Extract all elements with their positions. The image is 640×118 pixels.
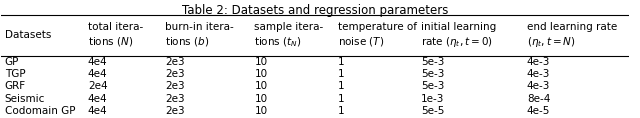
Text: 2e3: 2e3 [164, 81, 184, 91]
Text: 4e4: 4e4 [88, 69, 108, 79]
Text: 4e4: 4e4 [88, 106, 108, 116]
Text: end learning rate
($\eta_t, t=N$): end learning rate ($\eta_t, t=N$) [527, 22, 617, 49]
Text: 5e-5: 5e-5 [421, 106, 444, 116]
Text: Table 2: Datasets and regression parameters: Table 2: Datasets and regression paramet… [182, 4, 449, 17]
Text: 4e-3: 4e-3 [527, 57, 550, 67]
Text: Seismic: Seismic [4, 94, 45, 104]
Text: 4e-3: 4e-3 [527, 69, 550, 79]
Text: 1: 1 [338, 94, 344, 104]
Text: 2e3: 2e3 [164, 69, 184, 79]
Text: 4e-3: 4e-3 [527, 81, 550, 91]
Text: 10: 10 [255, 94, 268, 104]
Text: 2e3: 2e3 [164, 94, 184, 104]
Text: 1: 1 [338, 69, 344, 79]
Text: 5e-3: 5e-3 [421, 57, 444, 67]
Text: 1e-3: 1e-3 [421, 94, 444, 104]
Text: temperature of
noise ($T$): temperature of noise ($T$) [338, 22, 417, 48]
Text: 2e3: 2e3 [164, 57, 184, 67]
Text: 10: 10 [255, 69, 268, 79]
Text: 10: 10 [255, 106, 268, 116]
Text: initial learning
rate ($\eta_t, t=0$): initial learning rate ($\eta_t, t=0$) [421, 22, 497, 49]
Text: 4e4: 4e4 [88, 94, 108, 104]
Text: Datasets: Datasets [4, 30, 51, 40]
Text: sample itera-
tions ($t_N$): sample itera- tions ($t_N$) [255, 22, 324, 49]
Text: 1: 1 [338, 57, 344, 67]
Text: 5e-3: 5e-3 [421, 69, 444, 79]
Text: 10: 10 [255, 81, 268, 91]
Text: 8e-4: 8e-4 [527, 94, 550, 104]
Text: GP: GP [4, 57, 19, 67]
Text: 1: 1 [338, 106, 344, 116]
Text: total itera-
tions ($N$): total itera- tions ($N$) [88, 22, 143, 48]
Text: 4e-5: 4e-5 [527, 106, 550, 116]
Text: 10: 10 [255, 57, 268, 67]
Text: 2e4: 2e4 [88, 81, 108, 91]
Text: burn-in itera-
tions ($b$): burn-in itera- tions ($b$) [164, 22, 234, 48]
Text: 1: 1 [338, 81, 344, 91]
Text: 5e-3: 5e-3 [421, 81, 444, 91]
Text: 4e4: 4e4 [88, 57, 108, 67]
Text: Codomain GP: Codomain GP [4, 106, 75, 116]
Text: TGP: TGP [4, 69, 25, 79]
Text: 2e3: 2e3 [164, 106, 184, 116]
Text: GRF: GRF [4, 81, 26, 91]
